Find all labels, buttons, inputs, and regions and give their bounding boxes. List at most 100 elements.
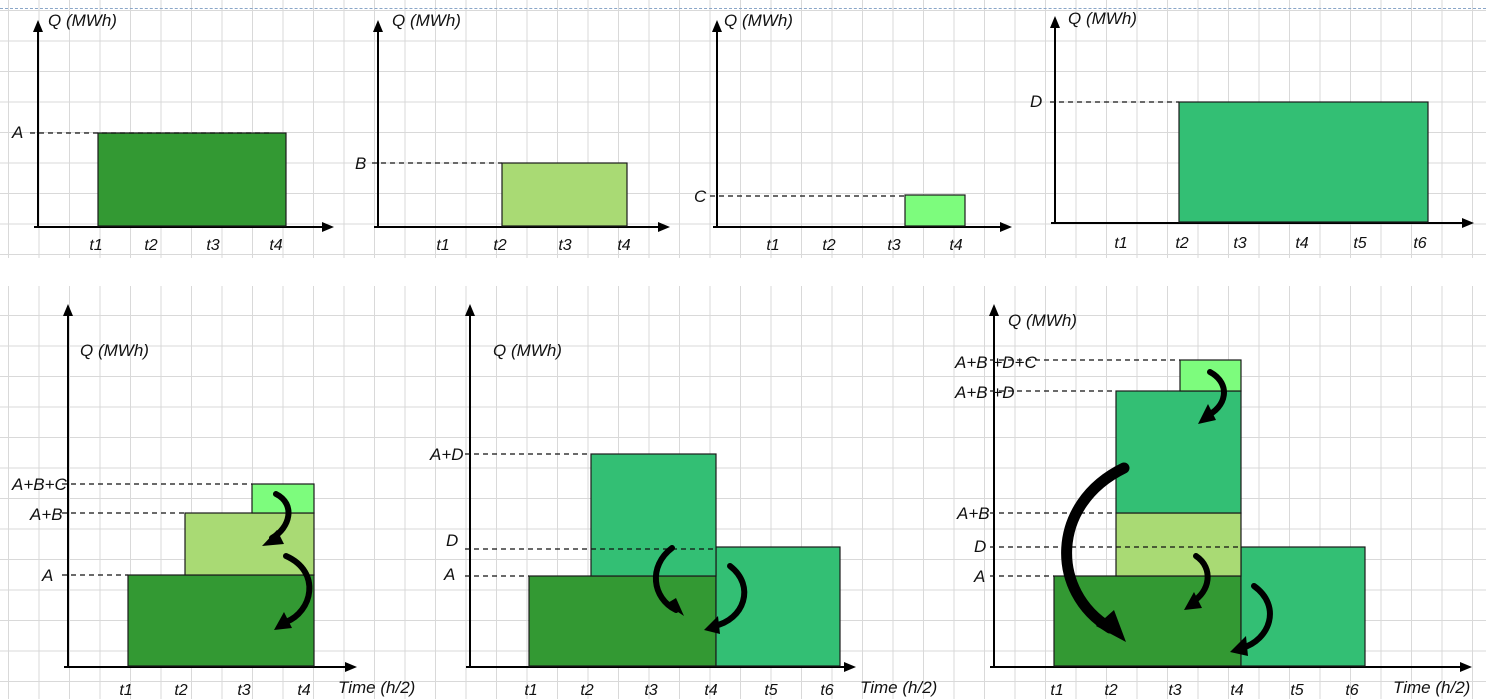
block-A [97, 132, 287, 227]
shift-arrow-D2 [711, 563, 748, 629]
shift-arrow-B [283, 553, 313, 625]
x-tick-label-t4: t4 [949, 237, 962, 254]
x-tick-label-t4: t4 [297, 682, 310, 699]
x-axis-arrowhead [345, 662, 357, 672]
x-axis-arrowhead [1462, 218, 1474, 228]
x-axis-arrowhead [844, 662, 856, 672]
y-axis-arrowhead [712, 20, 722, 32]
x-tick-label-t2: t2 [580, 682, 593, 699]
level-label-A+B: A+B [29, 505, 63, 524]
x-tick-label-t4: t4 [1295, 235, 1308, 252]
x-tick-label-t6: t6 [820, 682, 833, 699]
x-axis-arrowhead [1460, 662, 1472, 672]
x-tick-label-t3: t3 [206, 237, 219, 254]
chart-a: Q (MWh) At1 t2 t3 t4 [11, 11, 334, 254]
x-tick-label-t3: t3 [644, 682, 657, 699]
y-axis-label: Q (MWh) [80, 341, 149, 360]
x-axis-arrowhead [322, 222, 334, 232]
shift-arrow-D-head [1230, 636, 1248, 656]
level-label-A+B+D+C: A+B +D+C [954, 353, 1037, 372]
x-tick-label-t2: t2 [174, 682, 187, 699]
x-tick-label-t5: t5 [764, 682, 777, 699]
chart-c: Q (MWh) Ct1 t2 t3 t4 [694, 11, 1012, 254]
level-label-D: D [1030, 92, 1042, 111]
shift-arrow-B-head [1184, 592, 1202, 610]
shift-arrow-D1-head [666, 598, 684, 616]
x-tick-label-t1: t1 [524, 682, 537, 699]
x-tick-label-t6: t6 [1345, 682, 1358, 699]
block-C [251, 483, 315, 514]
y-axis-label: Q (MWh) [493, 341, 562, 360]
y-axis-arrowhead [33, 20, 43, 32]
level-label-B: B [355, 154, 366, 173]
level-label-A+B: A+B [956, 504, 990, 523]
level-label-A+B+C: A+B+C [11, 475, 68, 494]
x-tick-label-t2: t2 [1175, 235, 1188, 252]
x-tick-label-t1: t1 [766, 237, 779, 254]
x-tick-label-t2: t2 [1104, 682, 1117, 699]
x-tick-label-t4: t4 [617, 237, 630, 254]
x-tick-label-t5: t5 [1290, 682, 1303, 699]
level-label-A+D: A+D [429, 445, 464, 464]
level-label-A+B+D: A+B +D [954, 383, 1015, 402]
shift-arrow-B-head [274, 612, 292, 630]
x-tick-label-t4: t4 [269, 237, 282, 254]
x-tick-label-t4: t4 [1230, 682, 1243, 699]
block-D-stacked [590, 453, 717, 577]
level-label-A: A [973, 567, 985, 586]
block-B [184, 512, 315, 576]
shift-arrow-D-large [1061, 462, 1130, 634]
y-axis-label: Q (MWh) [392, 11, 461, 30]
shift-arrow-D2-head [704, 616, 720, 634]
block-D-shifted [1240, 546, 1366, 667]
x-tick-label-t3: t3 [887, 237, 900, 254]
x-tick-label-t3: t3 [237, 682, 250, 699]
shift-arrow-C-head [262, 530, 284, 546]
block-B [501, 162, 628, 227]
block-D-stacked [1115, 390, 1242, 514]
y-axis-arrowhead [63, 304, 73, 316]
x-tick-label-t1: t1 [119, 682, 132, 699]
x-tick-label-t2: t2 [144, 237, 157, 254]
level-label-C: C [694, 187, 707, 206]
x-tick-label-t3: t3 [558, 237, 571, 254]
x-tick-label-t2: t2 [493, 237, 506, 254]
shift-arrow-C-head [1198, 404, 1216, 424]
x-axis-arrowhead [1000, 222, 1012, 232]
y-axis-arrowhead [465, 304, 475, 316]
y-axis-label: Q (MWh) [1068, 9, 1137, 28]
x-tick-label-t2: t2 [822, 237, 835, 254]
level-label-A: A [443, 565, 455, 584]
shift-arrow-D-large-head [1096, 610, 1126, 642]
block-A [528, 575, 717, 667]
x-tick-label-t3: t3 [1168, 682, 1181, 699]
x-tick-label-t6: t6 [1413, 235, 1426, 252]
x-tick-label-t1: t1 [436, 237, 449, 254]
x-axis-label: Time (h/2) [338, 678, 415, 697]
x-axis-arrowhead [658, 222, 670, 232]
y-axis-label: Q (MWh) [724, 11, 793, 30]
x-tick-label-t1: t1 [89, 237, 102, 254]
block-D [1178, 101, 1429, 223]
y-axis-arrowhead [989, 304, 999, 316]
y-axis-label: Q (MWh) [1008, 311, 1077, 330]
chart-abc: Q (MWh) A+B+C A+B At1 t2 t3 t4 Time (h/2) [11, 304, 415, 699]
x-tick-label-t3: t3 [1233, 235, 1246, 252]
y-axis-label: Q (MWh) [48, 11, 117, 30]
chart-d: Q (MWh) Dt1 t2 t3 t4 t5 t6 [1030, 9, 1474, 252]
x-tick-label-t1: t1 [1114, 235, 1127, 252]
level-label-D: D [974, 537, 986, 556]
y-axis-arrowhead [1050, 16, 1060, 28]
chart-b: Q (MWh) Bt1 t2 t3 t4 [355, 11, 670, 254]
x-axis-label: Time (h/2) [860, 678, 937, 697]
level-label-A: A [41, 566, 53, 585]
block-B [1115, 512, 1242, 577]
x-tick-label-t4: t4 [704, 682, 717, 699]
x-tick-label-t5: t5 [1353, 235, 1366, 252]
level-label-D: D [446, 531, 458, 550]
x-axis-label: Time (h/2) [1393, 678, 1470, 697]
block-C [904, 194, 966, 227]
